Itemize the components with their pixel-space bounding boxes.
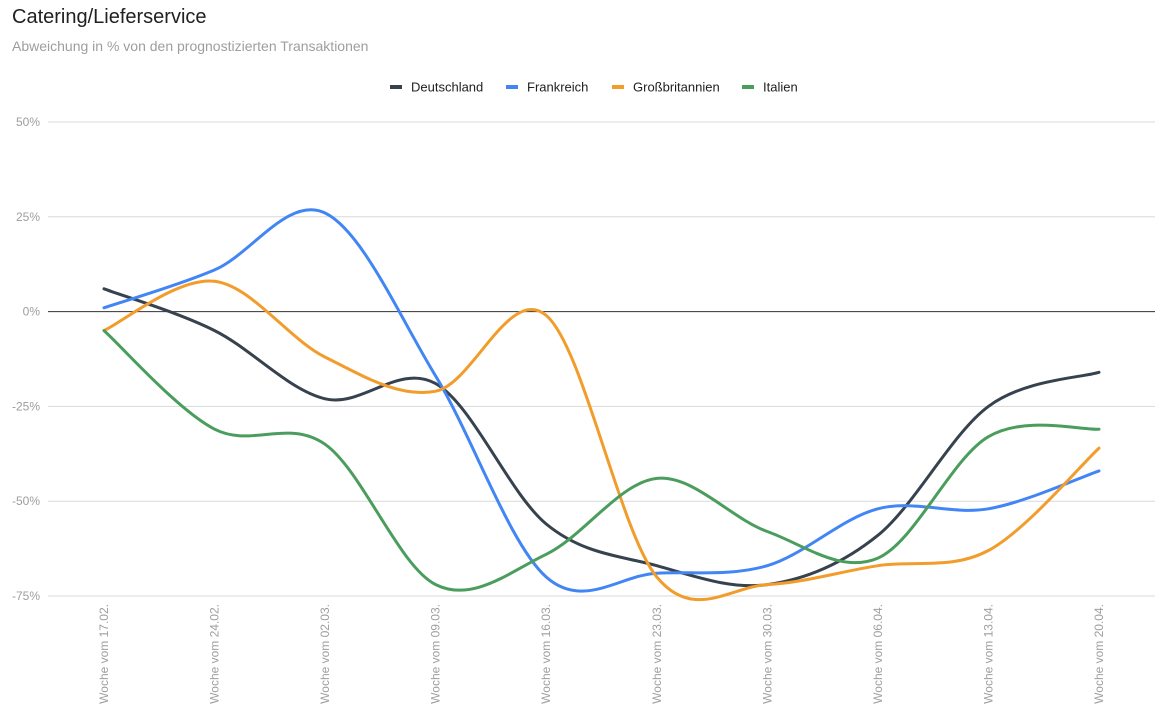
series-line <box>102 287 1101 588</box>
data-point <box>655 477 658 480</box>
y-tick-label: -50% <box>12 494 40 508</box>
x-tick-label: Woche vom 06.04. <box>871 604 885 704</box>
chart-title: Catering/Lieferservice <box>12 6 207 28</box>
data-point <box>1098 371 1101 374</box>
data-point <box>766 564 769 567</box>
x-tick-label: Woche vom 02.03. <box>318 604 332 704</box>
x-tick-label: Woche vom 16.03. <box>539 604 553 704</box>
data-point <box>655 564 658 567</box>
y-tick-label: 0% <box>23 305 41 319</box>
x-tick-label: Woche vom 24.02. <box>208 604 222 704</box>
y-tick-label: -75% <box>12 589 40 603</box>
data-point <box>766 530 769 533</box>
y-axis-ticks: 50% 25% 0% -25% -50% -75% <box>12 115 40 603</box>
data-point <box>876 507 879 510</box>
data-point <box>987 435 990 438</box>
legend-label: Italien <box>763 80 798 95</box>
legend: Deutschland Frankreich Großbritannien Itali… <box>390 80 798 95</box>
data-point <box>545 522 548 525</box>
series-1 <box>102 208 1101 593</box>
data-point <box>655 576 658 579</box>
x-tick-label: Woche vom 30.03. <box>760 604 774 704</box>
data-point <box>213 428 216 431</box>
x-tick-label: Woche vom 17.02. <box>97 604 111 704</box>
data-point <box>213 268 216 271</box>
data-point <box>103 329 106 332</box>
data-point <box>1098 469 1101 472</box>
gridlines <box>48 121 1155 597</box>
data-point <box>434 382 437 385</box>
y-tick-label: 50% <box>16 115 40 129</box>
data-point <box>987 405 990 408</box>
series-line <box>102 329 1101 592</box>
data-point <box>434 583 437 586</box>
data-point <box>545 576 548 579</box>
data-point <box>876 534 879 537</box>
data-point <box>213 329 216 332</box>
data-point <box>987 549 990 552</box>
legend-label: Frankreich <box>527 80 588 95</box>
series-3 <box>102 329 1101 592</box>
data-point <box>766 583 769 586</box>
data-point <box>103 306 106 309</box>
data-point <box>1098 428 1101 431</box>
x-tick-label: Woche vom 13.04. <box>981 604 995 704</box>
data-point <box>213 280 216 283</box>
series-line <box>102 208 1101 593</box>
chart-subtitle: Abweichung in % von den prognostizierten… <box>12 38 369 54</box>
data-point <box>434 375 437 378</box>
series-2 <box>102 279 1101 602</box>
data-point <box>1098 447 1101 450</box>
data-point <box>324 356 327 359</box>
data-point <box>324 212 327 215</box>
series-line <box>102 279 1101 602</box>
data-point <box>987 507 990 510</box>
data-point <box>876 557 879 560</box>
y-tick-label: 25% <box>16 210 40 224</box>
series-lines <box>102 208 1101 602</box>
data-point <box>545 553 548 556</box>
x-tick-label: Woche vom 23.03. <box>650 604 664 704</box>
data-point <box>324 443 327 446</box>
y-tick-label: -25% <box>12 399 40 413</box>
x-tick-label: Woche vom 09.03. <box>429 604 443 704</box>
x-axis-ticks: Woche vom 17.02. Woche vom 24.02. Woche vo… <box>97 604 1106 704</box>
data-point <box>434 390 437 393</box>
data-point <box>876 564 879 567</box>
data-point <box>324 397 327 400</box>
x-tick-label: Woche vom 20.04. <box>1092 604 1106 704</box>
data-point <box>103 287 106 290</box>
series-0 <box>102 287 1101 588</box>
legend-label: Deutschland <box>411 80 483 95</box>
data-point <box>545 314 548 317</box>
legend-label: Großbritannien <box>633 80 720 95</box>
